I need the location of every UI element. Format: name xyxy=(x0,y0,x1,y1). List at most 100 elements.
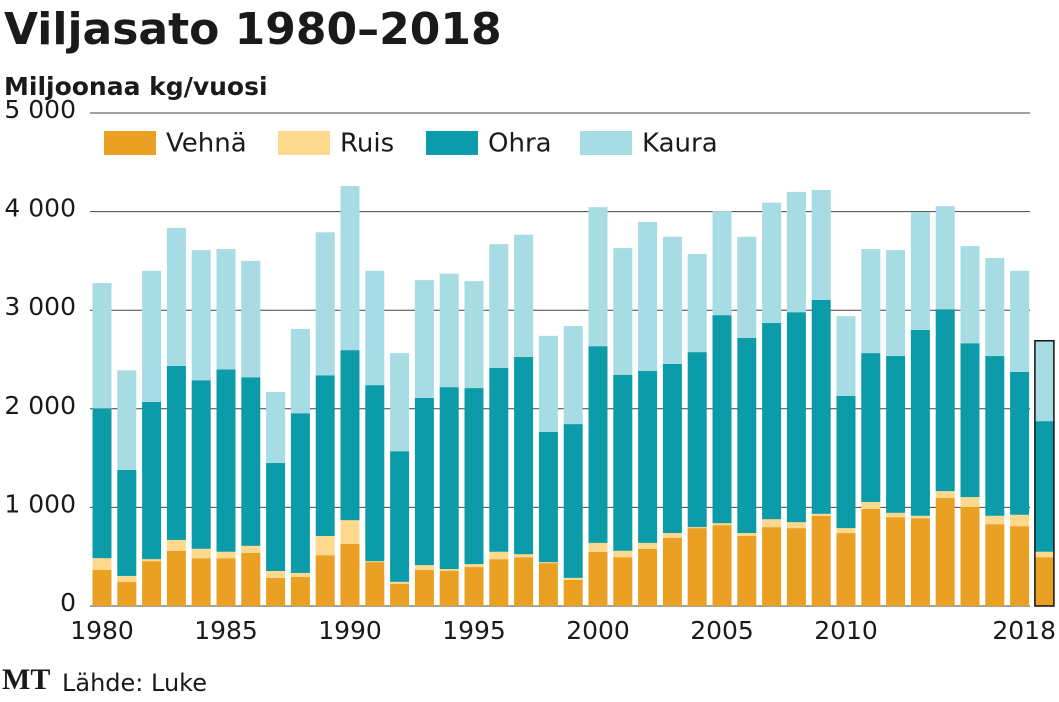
bar-segment xyxy=(613,550,633,558)
bar-segment xyxy=(737,236,757,338)
bar-segment xyxy=(216,369,236,552)
bar-segment xyxy=(886,512,906,518)
bar-segment xyxy=(241,260,261,378)
bar-segment xyxy=(365,562,385,606)
bar-segment xyxy=(737,535,757,606)
bar-segment xyxy=(315,535,335,556)
chart-subtitle: Miljoonaa kg/vuosi xyxy=(4,72,268,101)
bar-segment xyxy=(390,581,410,584)
bar-segment xyxy=(762,527,782,606)
bar-segment xyxy=(861,501,881,509)
x-tick-label: 2005 xyxy=(690,616,754,645)
x-tick-label: 2018 xyxy=(992,616,1056,645)
x-tick-label: 1985 xyxy=(194,616,258,645)
bar-segment xyxy=(1034,557,1054,606)
bar-segment xyxy=(489,244,509,368)
bar-segment xyxy=(613,248,633,375)
bar-segment xyxy=(390,451,410,582)
bar-segment xyxy=(1010,514,1030,527)
source: Lähde: Luke xyxy=(62,669,207,697)
bar-segment xyxy=(290,413,310,573)
bar-segment xyxy=(315,555,335,606)
x-tick-label: 2000 xyxy=(566,616,630,645)
bar-segment xyxy=(960,246,980,344)
bar-segment xyxy=(910,515,930,519)
bar-segment xyxy=(662,537,682,606)
legend-swatch xyxy=(104,131,156,155)
bar-segment xyxy=(266,463,286,571)
bar-segment xyxy=(687,253,707,353)
bar-segment xyxy=(464,564,484,568)
bar-segment xyxy=(340,185,360,351)
bar-segment xyxy=(786,522,806,529)
bar-segment xyxy=(613,557,633,606)
bar-segment xyxy=(985,257,1005,357)
legend-label: Ohra xyxy=(488,129,552,159)
bar-segment xyxy=(886,517,906,606)
bar-segment xyxy=(166,539,186,551)
bar-segment xyxy=(538,562,558,564)
bar-segment xyxy=(588,207,608,347)
bar-segment xyxy=(92,558,112,571)
bar-segment xyxy=(216,558,236,606)
bar-segment xyxy=(712,315,732,524)
x-tick-label: 1995 xyxy=(442,616,506,645)
bar-segment xyxy=(811,299,831,514)
bar-segment xyxy=(861,508,881,606)
bar-segment xyxy=(290,328,310,414)
x-tick-label: 1980 xyxy=(70,616,134,645)
bar-segment xyxy=(836,316,856,396)
bar-segment xyxy=(340,350,360,521)
bar-segment xyxy=(538,335,558,432)
legend-swatch xyxy=(426,131,478,155)
logo: MT xyxy=(2,663,50,696)
bar-segment xyxy=(985,515,1005,525)
bar-segment xyxy=(92,570,112,606)
bar-segment xyxy=(489,551,509,560)
bar-segment xyxy=(861,249,881,354)
bar-segment xyxy=(638,370,658,543)
bar-segment xyxy=(638,542,658,549)
bar-segment xyxy=(464,388,484,565)
bar-segment xyxy=(340,543,360,606)
bar-segment xyxy=(712,211,732,316)
bar-segment xyxy=(92,408,112,559)
bar-segment xyxy=(836,533,856,606)
bar-segment xyxy=(365,561,385,563)
bar-segment xyxy=(1010,270,1030,372)
bar-segment xyxy=(414,397,434,566)
bar-segment xyxy=(241,545,261,553)
bar-segment xyxy=(935,206,955,310)
highlight-outline xyxy=(1034,340,1055,607)
legend-label: Ruis xyxy=(340,129,394,159)
bar-segment xyxy=(191,380,211,549)
bar-segment xyxy=(315,232,335,376)
bar-segment xyxy=(464,281,484,389)
bar-segment xyxy=(712,525,732,606)
bar-segment xyxy=(638,221,658,371)
bar-segment xyxy=(985,356,1005,516)
bar-segment xyxy=(514,357,534,555)
legend-label: Vehnä xyxy=(166,129,247,159)
bar-segment xyxy=(588,551,608,606)
bar-segment xyxy=(836,395,856,529)
bar-segment xyxy=(315,375,335,536)
bar-segment xyxy=(191,548,211,559)
bar-segment xyxy=(489,367,509,552)
bar-segment xyxy=(935,498,955,606)
bar-segment xyxy=(960,506,980,606)
bar-segment xyxy=(836,528,856,534)
bar-segment xyxy=(191,558,211,606)
bar-segment xyxy=(266,392,286,464)
legend-label: Kaura xyxy=(642,129,718,159)
bar-segment xyxy=(117,575,137,582)
bar-segment xyxy=(662,533,682,538)
bar-segment xyxy=(117,469,137,576)
bar-segment xyxy=(117,581,137,606)
bar-segment xyxy=(662,363,682,534)
bar-segment xyxy=(365,385,385,562)
bar-segment xyxy=(538,563,558,606)
bar-segment xyxy=(266,570,286,578)
bar-segment xyxy=(439,569,459,571)
